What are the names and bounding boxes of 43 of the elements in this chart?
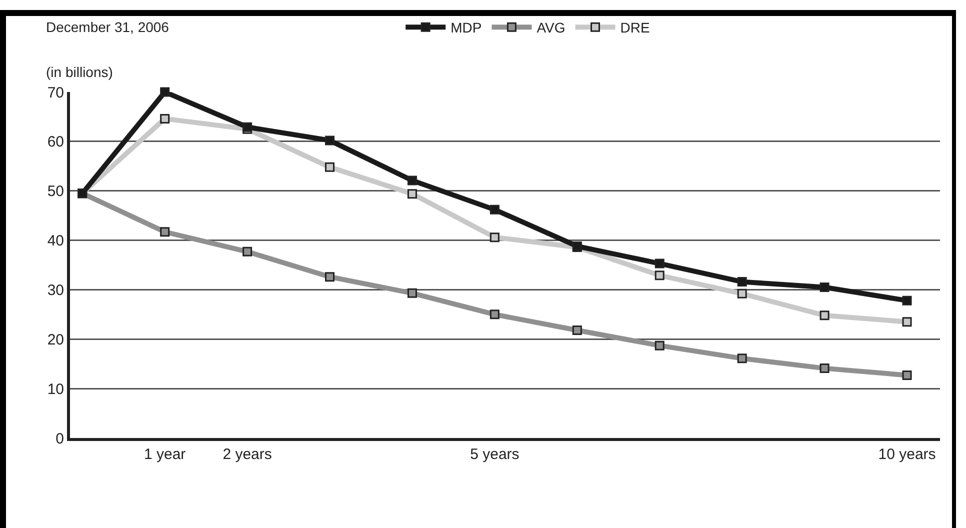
point [490, 204, 500, 214]
x-tick-label: 1 year [144, 446, 186, 463]
point [490, 310, 500, 320]
point [902, 317, 912, 327]
y-axis-title: (in billions) [46, 64, 113, 80]
point [902, 296, 912, 306]
point [654, 270, 664, 280]
point [820, 364, 830, 374]
y-tick-label: 40 [47, 232, 64, 250]
point [820, 310, 830, 320]
point [654, 258, 664, 268]
y-tick-label: 10 [47, 380, 64, 398]
point [325, 136, 335, 146]
point [737, 277, 747, 287]
point [820, 282, 830, 292]
y-tick-label: 50 [47, 183, 64, 200]
point [160, 87, 170, 97]
legend-label: MDP [450, 20, 482, 36]
point [902, 370, 912, 380]
y-tick-label: 70 [47, 84, 64, 102]
chart-title: December 31, 2006 [46, 19, 170, 35]
x-tick-label: 10 years [878, 446, 936, 463]
point [490, 232, 500, 242]
point [160, 114, 170, 124]
point [572, 326, 582, 335]
legend-label: DRE [620, 20, 650, 36]
point [654, 340, 664, 350]
point [325, 162, 335, 172]
point [407, 189, 417, 199]
x-tick-label: 2 years [222, 446, 272, 463]
point [407, 176, 417, 186]
y-tick-label: 20 [47, 331, 64, 348]
legend-label: AVG [536, 20, 566, 36]
point [325, 272, 335, 282]
y-tick-label: 0 [56, 430, 64, 448]
point [407, 288, 417, 298]
point [160, 227, 170, 237]
point [737, 354, 747, 364]
y-tick-label: 30 [47, 282, 64, 299]
x-tick-label: 5 years [470, 446, 520, 463]
point [242, 246, 252, 256]
y-tick-label: 60 [47, 134, 64, 151]
point [737, 288, 747, 298]
